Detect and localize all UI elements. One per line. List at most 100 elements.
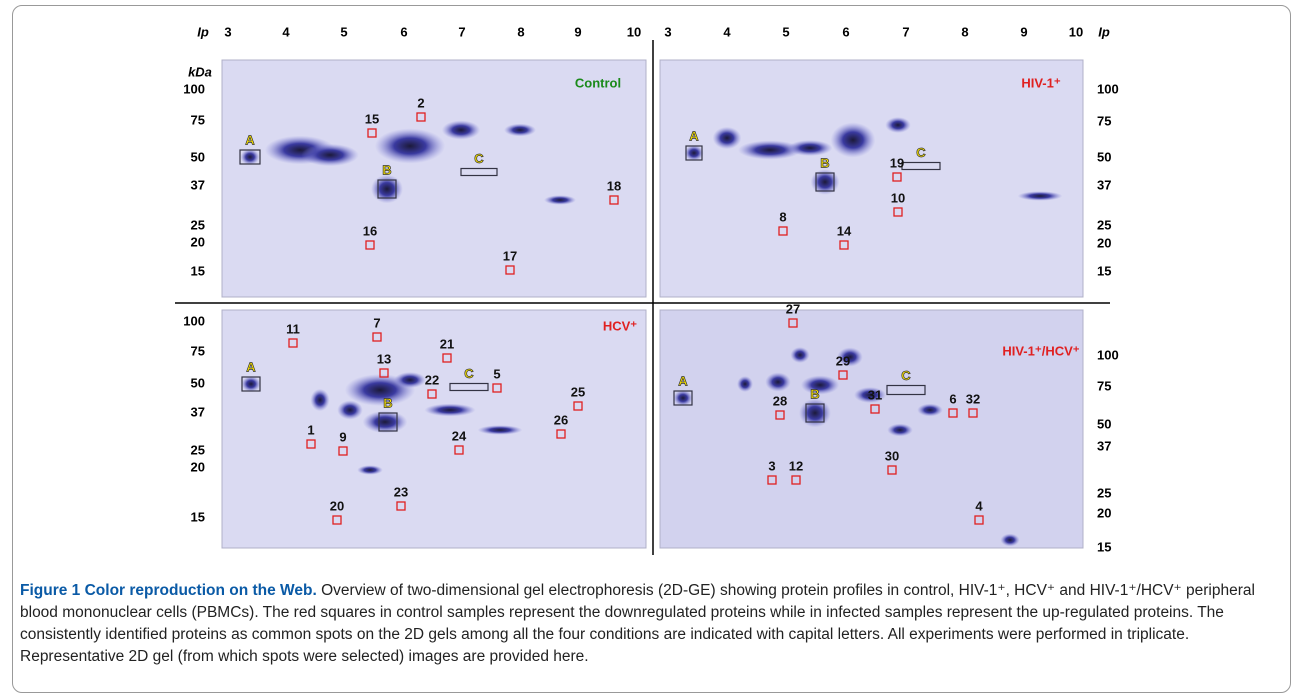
protein-spot: [477, 425, 523, 435]
protein-spot: [738, 140, 802, 160]
spot-square: [306, 439, 316, 449]
marker-letter: C: [916, 145, 926, 160]
pi-tick: 3: [224, 24, 231, 39]
spot-label: 18: [607, 178, 621, 193]
marker-box: [886, 384, 926, 396]
spot-square: [416, 112, 426, 122]
protein-spot: [1017, 191, 1063, 201]
marker-letter: B: [382, 162, 391, 177]
kda-tick: 75: [191, 112, 205, 127]
caption: Figure 1 Color reproduction on the Web. …: [20, 580, 1275, 668]
pi-tick: 6: [842, 24, 849, 39]
caption-title: Figure 1 Color reproduction on the Web.: [20, 582, 317, 599]
spot-square: [379, 368, 389, 378]
spot-label: 10: [891, 190, 905, 205]
protein-spot: [1000, 533, 1020, 547]
spot-square: [778, 226, 788, 236]
kda-tick: 37: [191, 177, 205, 192]
kda-tick: 20: [1097, 505, 1111, 520]
pi-tick: 10: [1069, 24, 1083, 39]
spot-square: [838, 370, 848, 380]
kda-tick: 15: [191, 509, 205, 524]
caption-text: Overview of two-dimensional gel electrop…: [20, 582, 1255, 665]
kda-tick: 25: [191, 442, 205, 457]
kda-tick: 25: [1097, 217, 1111, 232]
kda-tick: 37: [1097, 177, 1111, 192]
kda-tick: 20: [191, 459, 205, 474]
marker-letter: A: [689, 128, 699, 143]
pi-tick: 8: [517, 24, 524, 39]
kda-label: kDa: [188, 64, 212, 79]
spot-label: 27: [786, 301, 800, 316]
protein-spot: [712, 126, 742, 150]
marker-letter: C: [464, 366, 474, 381]
spot-square: [442, 353, 452, 363]
marker-box: [449, 382, 489, 392]
protein-spot: [885, 117, 911, 133]
pi-tick: 7: [902, 24, 909, 39]
spot-label: 25: [571, 384, 585, 399]
protein-spot: [790, 347, 810, 363]
spot-square: [609, 195, 619, 205]
gel-figure: Ip Ip kDa 3 4 5 6 7 8 9 10 3 4 5 6 7 8 9 10Control10075…: [175, 24, 1119, 555]
spot-square: [893, 207, 903, 217]
marker-box: [239, 149, 261, 165]
kda-tick: 15: [1097, 539, 1111, 554]
spot-label: 31: [868, 387, 882, 402]
pi-tick: 4: [282, 24, 290, 39]
protein-spot: [787, 140, 833, 156]
pi-label: Ip: [197, 24, 209, 39]
pi-tick: 4: [723, 24, 731, 39]
pi-tick: 5: [782, 24, 789, 39]
protein-spot: [887, 423, 913, 437]
protein-spot: [362, 410, 408, 434]
kda-tick: 100: [183, 313, 205, 328]
kda-tick: 50: [191, 375, 205, 390]
protein-spot: [374, 128, 446, 164]
kda-tick: 75: [191, 343, 205, 358]
protein-spot: [837, 347, 863, 367]
spot-square: [791, 475, 801, 485]
kda-tick: 75: [1097, 113, 1111, 128]
spot-square: [427, 389, 437, 399]
figure-frame: [12, 5, 1291, 693]
spot-square: [365, 240, 375, 250]
spot-label: 19: [890, 155, 904, 170]
kda-tick: 25: [1097, 485, 1111, 500]
marker-box: [901, 161, 941, 171]
spot-label: 20: [330, 498, 344, 513]
marker-letter: B: [810, 386, 819, 401]
spot-square: [870, 404, 880, 414]
spot-label: 22: [425, 372, 439, 387]
spot-square: [573, 401, 583, 411]
spot-label: 17: [503, 248, 517, 263]
spot-label: 28: [773, 393, 787, 408]
kda-tick: 50: [191, 149, 205, 164]
spot-label: 23: [394, 484, 408, 499]
spot-label: 2: [417, 95, 424, 110]
spot-square: [396, 501, 406, 511]
marker-letter: A: [245, 132, 255, 147]
kda-tick: 25: [191, 217, 205, 232]
marker-box: [378, 412, 398, 432]
marker-letter: C: [901, 368, 911, 383]
protein-spot: [371, 174, 403, 204]
spot-square: [767, 475, 777, 485]
spot-label: 32: [966, 391, 980, 406]
spot-square: [454, 445, 464, 455]
spot-square: [338, 446, 348, 456]
spot-label: 16: [363, 223, 377, 238]
pi-tick: 5: [340, 24, 347, 39]
protein-spot: [737, 376, 753, 392]
marker-letter: C: [474, 151, 484, 166]
spot-square: [367, 128, 377, 138]
panel-label: HCV⁺: [603, 318, 637, 333]
marker-box: [673, 390, 693, 406]
protein-spot: [810, 169, 840, 195]
kda-tick: 20: [191, 234, 205, 249]
spot-square: [505, 265, 515, 275]
kda-tick: 20: [1097, 235, 1111, 250]
pi-tick: 9: [1020, 24, 1027, 39]
spot-label: 11: [286, 321, 300, 336]
protein-spot: [544, 195, 576, 205]
